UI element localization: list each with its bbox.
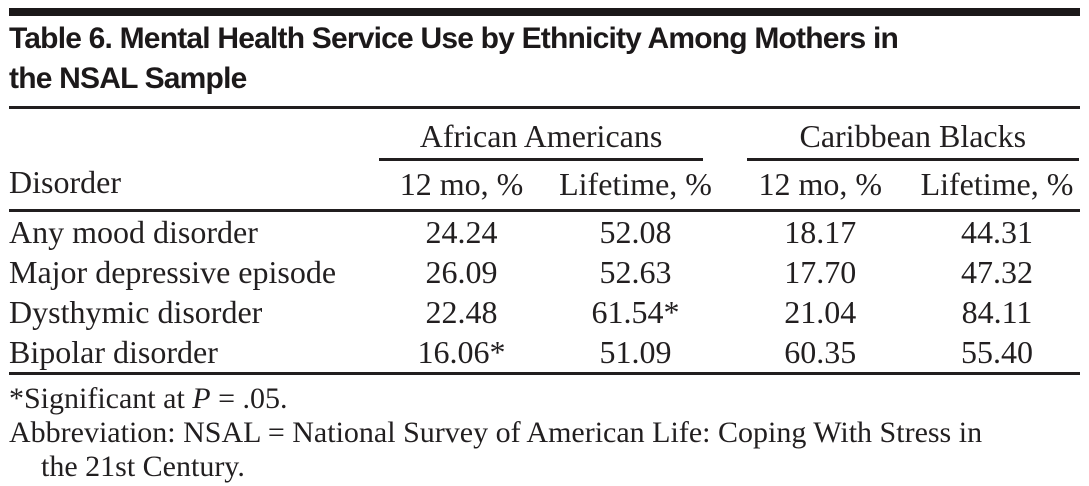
significance-text: *Significant at [9,382,193,415]
top-rule-bar [9,8,1080,16]
group-header-label: African Americans [379,118,703,161]
group-header-caribbean-blacks: Caribbean Blacks [727,109,1080,162]
table-cell: 21.04 [784,294,857,330]
group-header-label: Caribbean Blacks [746,118,1079,161]
column-header-disorder: Disorder [9,109,379,212]
row-label: Major depressive episode [9,254,337,290]
column-header-cb-lifetime: Lifetime, % [913,162,1080,212]
group-header-african-americans: African Americans [378,109,726,162]
column-header-aa-12mo: 12 mo, % [378,162,545,212]
row-label: Bipolar disorder [9,332,379,375]
table-cell: 22.48 [425,294,498,330]
table-cell: 17.70 [784,254,857,290]
table-row: Major depressive episode 26.09 52.63 17.… [9,252,1080,292]
p-value-symbol: P [192,382,211,415]
table-row: Dysthymic disorder 22.48 61.54* 21.04 84… [9,292,1080,332]
column-header-cb-12mo: 12 mo, % [726,162,914,212]
mental-health-table: Disorder African Americans Caribbean Bla… [9,109,1080,375]
table-cell: 24.24 [425,214,498,250]
table-cell: 60.35 [726,332,914,375]
table-cell: 84.11 [961,294,1033,330]
row-label: Dysthymic disorder [9,294,263,330]
table-cell: 61.54* [591,294,680,330]
abbreviation-footnote: Abbreviation: NSAL = National Survey of … [9,416,983,483]
significance-footnote: *Significant at P = .05. [9,382,1080,416]
table-cell: 55.40 [913,332,1080,375]
table-cell: 26.09 [425,254,498,290]
table-cell: 18.17 [784,214,857,250]
table-cell: 52.63 [599,254,672,290]
table-row: Any mood disorder 24.24 52.08 18.17 44.3… [9,211,1080,253]
table-cell: 51.09 [544,332,727,375]
table-footnotes: *Significant at P = .05. Abbreviation: N… [9,382,1080,484]
row-label: Any mood disorder [9,214,258,250]
group-header-row: Disorder African Americans Caribbean Bla… [9,109,1080,212]
table-title: Table 6. Mental Health Service Use by Et… [9,16,1080,109]
sub-header-row: 12 mo, % Lifetime, % 12 mo, % Lifetime, … [9,162,1080,212]
significance-value: = .05. [210,382,288,415]
table-cell: 16.06* [378,332,545,375]
table-cell: 47.32 [960,254,1033,290]
table-row: Bipolar disorder 16.06* 51.09 60.35 55.4… [9,332,1080,375]
table-cell: 44.31 [960,214,1033,250]
column-header-aa-lifetime: Lifetime, % [544,162,727,212]
table-cell: 52.08 [599,214,672,250]
